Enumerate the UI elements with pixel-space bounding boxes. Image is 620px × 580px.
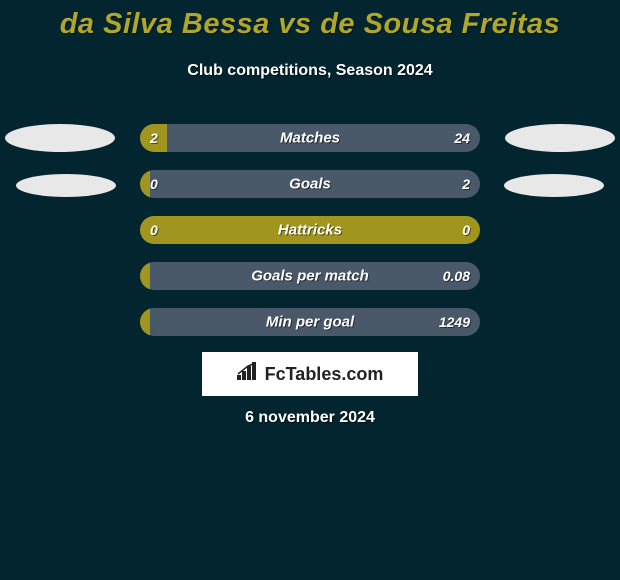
player-left-indicator	[16, 174, 116, 197]
bar-chart-icon	[237, 362, 259, 387]
stat-row: Goals02	[0, 170, 620, 200]
logo-label: FcTables.com	[265, 364, 384, 385]
stat-bar-left-fill	[140, 262, 150, 290]
page-title: da Silva Bessa vs de Sousa Freitas	[0, 8, 620, 41]
stat-bar-right-fill	[150, 170, 480, 198]
stat-row: Min per goal1249	[0, 308, 620, 338]
logo-text: FcTables.com	[237, 362, 384, 387]
stat-bar: Hattricks00	[140, 216, 480, 244]
stat-bar-right-fill	[167, 124, 480, 152]
stat-bar: Goals per match0.08	[140, 262, 480, 290]
page-subtitle: Club competitions, Season 2024	[0, 62, 620, 80]
stat-bar-right-fill	[150, 262, 480, 290]
stat-bar-left-fill	[140, 308, 150, 336]
date-stamp: 6 november 2024	[0, 409, 620, 427]
stat-bar-left-fill	[140, 124, 167, 152]
stat-bar: Matches224	[140, 124, 480, 152]
stat-row: Goals per match0.08	[0, 262, 620, 292]
player-right-indicator	[505, 124, 615, 152]
stat-bar: Goals02	[140, 170, 480, 198]
player-right-indicator	[504, 174, 604, 197]
stat-row: Matches224	[0, 124, 620, 154]
stat-bar-left-fill	[140, 216, 480, 244]
logo-badge: FcTables.com	[202, 352, 418, 396]
player-left-indicator	[5, 124, 115, 152]
stat-bar-right-fill	[150, 308, 480, 336]
stat-bar-left-fill	[140, 170, 150, 198]
stat-bar: Min per goal1249	[140, 308, 480, 336]
comparison-infographic: da Silva Bessa vs de Sousa Freitas Club …	[0, 0, 620, 580]
stat-row: Hattricks00	[0, 216, 620, 246]
